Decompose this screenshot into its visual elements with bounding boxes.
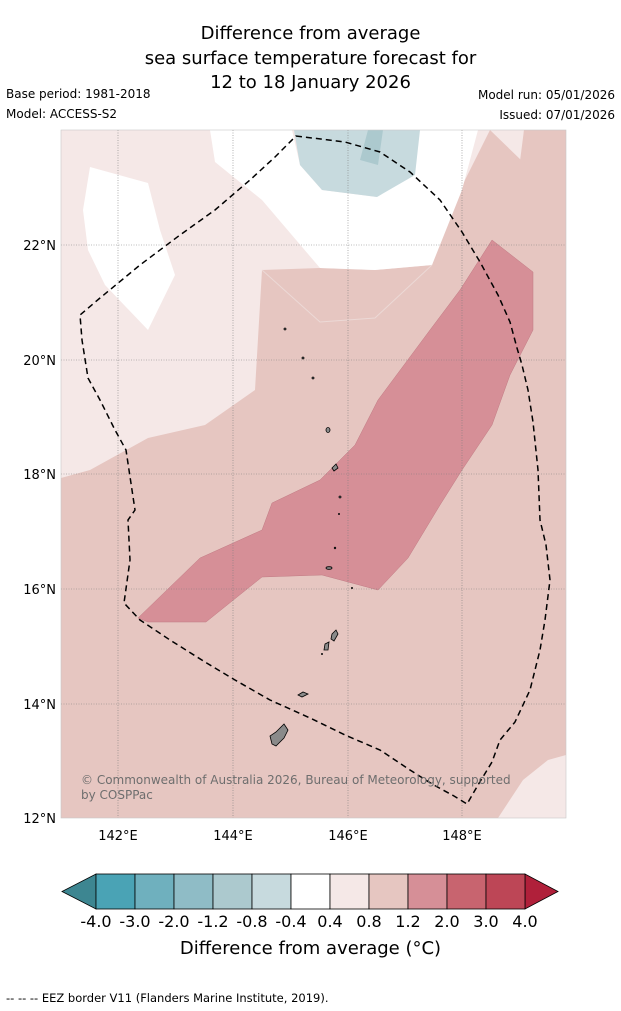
lon-label: 144°E	[213, 829, 253, 844]
colorbar-tick-label: 1.2	[395, 912, 420, 931]
eez-border	[79, 135, 551, 806]
colorbar-tick-label: 2.0	[434, 912, 459, 931]
lon-label: 148°E	[442, 829, 482, 844]
colorbar-segment	[329, 873, 370, 910]
island	[301, 356, 305, 360]
colorbar-segment	[95, 873, 136, 910]
lat-label: 16°N	[23, 583, 56, 598]
island	[331, 463, 339, 472]
lon-label: 142°E	[98, 829, 138, 844]
model-label: Model: ACCESS-S2	[6, 107, 118, 121]
anomaly-region-1.2-2.0	[137, 239, 534, 623]
lat-label: 18°N	[23, 468, 56, 483]
issued-label: Issued: 07/01/2026	[499, 108, 615, 122]
colorbar-low-extension	[61, 873, 97, 910]
colorbar-segment	[485, 873, 526, 910]
colorbar-tick-labels: -4.0 -3.0 -2.0 -1.2 -0.8 -0.4 0.4 0.8 1.2 2.0 3.0 4…	[80, 912, 537, 931]
colorbar-segment	[251, 873, 292, 910]
copyright-line-2: by COSPPac	[81, 788, 153, 802]
colorbar-tick-label: 0.8	[356, 912, 381, 931]
island	[333, 546, 337, 550]
island-pagan	[325, 566, 333, 570]
island-guam	[269, 723, 289, 747]
island	[338, 495, 342, 499]
island	[283, 327, 287, 331]
contour-line	[261, 264, 433, 323]
island-saipan	[330, 629, 339, 642]
lon-label: 146°E	[328, 829, 368, 844]
colorbar-segments	[95, 873, 526, 910]
colorbar-segment	[134, 873, 175, 910]
colorbar-segment	[368, 873, 409, 910]
lat-label: 12°N	[23, 812, 56, 827]
colorbar-tick-label: -0.8	[236, 912, 267, 931]
colorbar-tick-label: 4.0	[512, 912, 537, 931]
title-line-2: sea surface temperature forecast for	[144, 47, 477, 69]
colorbar-high-extension	[524, 873, 559, 910]
island-tinian	[323, 641, 330, 651]
map-frame	[60, 129, 567, 819]
graticule	[61, 130, 566, 818]
colorbar-tick-label: 3.0	[473, 912, 498, 931]
colorbar-unit-label: Difference from average (°C)	[179, 938, 442, 959]
colorbar-tick-label: -1.2	[197, 912, 228, 931]
colorbar: -4.0 -3.0 -2.0 -1.2 -0.8 -0.4 0.4 0.8 1.2 2.0 3.0 4…	[61, 873, 559, 931]
island	[350, 587, 353, 590]
longitude-labels: 142°E 144°E 146°E 148°E	[98, 829, 482, 844]
colorbar-segment	[212, 873, 253, 910]
latitude-labels: 22°N 20°N 18°N 16°N 14°N 12°N	[23, 239, 56, 827]
lat-label: 22°N	[23, 239, 56, 254]
islands	[269, 327, 353, 747]
island-rota	[297, 691, 309, 698]
anomaly-region-cool-0.8-1.2	[360, 130, 383, 165]
island	[337, 513, 340, 516]
anomaly-region-neutral-northwest	[83, 167, 175, 330]
title-line-1: Difference from average	[200, 23, 421, 44]
anomaly-region-0.4-0.8-southeast	[498, 755, 566, 818]
colorbar-segment	[173, 873, 214, 910]
colorbar-tick-label: 0.4	[317, 912, 342, 931]
island	[325, 427, 331, 433]
island	[320, 653, 323, 656]
colorbar-segment	[407, 873, 448, 910]
lat-label: 20°N	[23, 354, 56, 369]
colorbar-segment	[290, 873, 331, 910]
lat-label: 14°N	[23, 698, 56, 713]
colorbar-segment	[446, 873, 487, 910]
colorbar-tick-label: -4.0	[80, 912, 111, 931]
eez-legend-note: -- -- -- EEZ border V11 (Flanders Marine…	[6, 991, 329, 1005]
base-period-label: Base period: 1981-2018	[6, 87, 151, 101]
colorbar-tick-label: -0.4	[275, 912, 306, 931]
map-title: Difference from average sea surface temp…	[0, 22, 621, 96]
anomaly-region-cool-0.4-0.8	[294, 130, 420, 197]
title-line-3: 12 to 18 January 2026	[210, 72, 411, 93]
colorbar-tick-label: -2.0	[158, 912, 189, 931]
model-run-label: Model run: 05/01/2026	[477, 88, 615, 102]
copyright-line-1: © Commonwealth of Australia 2026, Bureau…	[81, 773, 511, 787]
colorbar-tick-label: -3.0	[119, 912, 150, 931]
island	[311, 376, 315, 380]
